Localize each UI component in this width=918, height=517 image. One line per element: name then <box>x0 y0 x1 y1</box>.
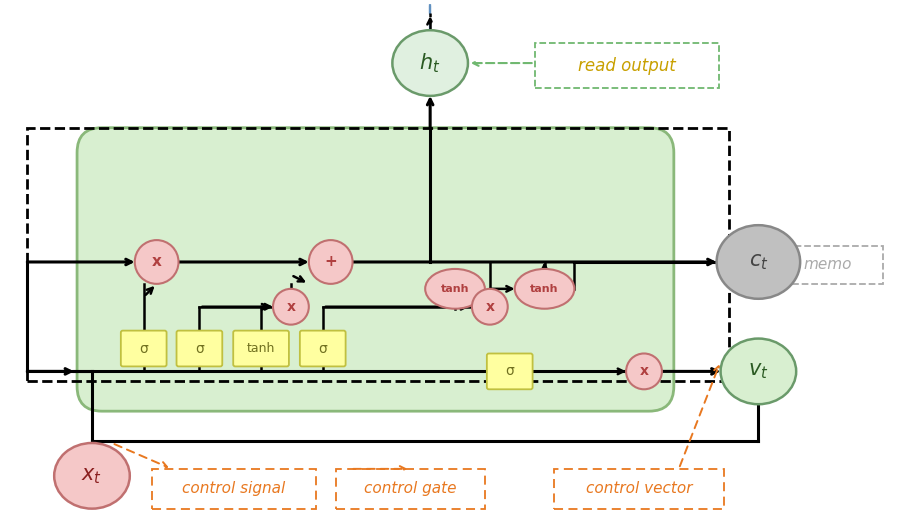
Ellipse shape <box>425 269 485 309</box>
Text: σ: σ <box>505 364 514 378</box>
Ellipse shape <box>472 289 508 325</box>
Text: $c_t$: $c_t$ <box>748 252 768 272</box>
Text: σ: σ <box>140 342 148 356</box>
Ellipse shape <box>717 225 800 299</box>
Ellipse shape <box>54 443 129 509</box>
FancyBboxPatch shape <box>487 354 532 389</box>
Text: x: x <box>151 254 162 269</box>
Text: +: + <box>324 254 337 269</box>
Text: control gate: control gate <box>364 481 456 496</box>
Text: $x_t$: $x_t$ <box>82 466 103 486</box>
Text: σ: σ <box>195 342 204 356</box>
FancyBboxPatch shape <box>300 330 345 367</box>
Ellipse shape <box>273 289 308 325</box>
Text: x: x <box>286 300 296 314</box>
Ellipse shape <box>308 240 353 284</box>
Text: memo: memo <box>804 257 852 272</box>
Ellipse shape <box>392 30 468 96</box>
Text: σ: σ <box>319 342 327 356</box>
FancyBboxPatch shape <box>77 128 674 411</box>
Text: tanh: tanh <box>441 284 469 294</box>
FancyBboxPatch shape <box>121 330 166 367</box>
FancyBboxPatch shape <box>233 330 289 367</box>
Text: x: x <box>486 300 494 314</box>
Text: control signal: control signal <box>182 481 285 496</box>
FancyBboxPatch shape <box>176 330 222 367</box>
Ellipse shape <box>515 269 575 309</box>
Text: control vector: control vector <box>586 481 692 496</box>
Text: tanh: tanh <box>531 284 559 294</box>
Text: tanh: tanh <box>247 342 275 355</box>
Ellipse shape <box>626 354 662 389</box>
Ellipse shape <box>135 240 178 284</box>
Ellipse shape <box>721 339 796 404</box>
Text: $h_t$: $h_t$ <box>420 51 441 75</box>
Text: read output: read output <box>577 56 676 74</box>
Text: x: x <box>640 364 648 378</box>
Text: $v_t$: $v_t$ <box>748 361 768 382</box>
